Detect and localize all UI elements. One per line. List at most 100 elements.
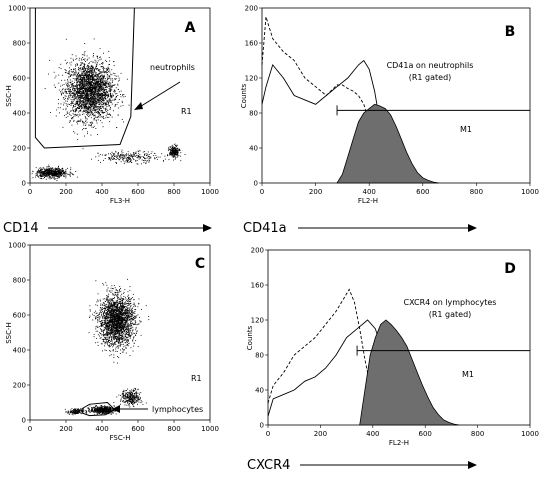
- scatter-point: [106, 299, 108, 301]
- scatter-point: [96, 78, 98, 79]
- scatter-point: [45, 171, 47, 173]
- scatter-point: [108, 332, 110, 334]
- scatter-point: [88, 110, 90, 112]
- scatter-point: [168, 146, 170, 148]
- scatter-point: [47, 174, 49, 176]
- scatter-point: [95, 116, 97, 118]
- scatter-point: [85, 95, 87, 97]
- scatter-point: [99, 95, 100, 96]
- scatter-point: [102, 318, 104, 320]
- scatter-point: [95, 88, 96, 90]
- scatter-point: [108, 298, 110, 300]
- scatter-point: [121, 154, 123, 156]
- scatter-point: [76, 100, 77, 102]
- scatter-point: [135, 309, 137, 310]
- scatter-point: [45, 170, 46, 172]
- scatter-point: [101, 101, 103, 102]
- scatter-point: [93, 70, 95, 72]
- scatter-point: [128, 301, 130, 303]
- scatter-point: [88, 82, 89, 84]
- scatter-point: [87, 75, 89, 77]
- scatter-point: [91, 88, 93, 90]
- scatter-point: [54, 86, 56, 88]
- scatter-point: [64, 69, 66, 70]
- scatter-point: [96, 96, 97, 98]
- scatter-point: [89, 75, 91, 77]
- scatter-point: [84, 64, 86, 65]
- scatter-point: [120, 105, 122, 107]
- scatter-point: [84, 85, 86, 87]
- scatter-point: [113, 110, 114, 112]
- scatter-point: [85, 117, 87, 118]
- scatter-point: [90, 122, 92, 124]
- scatter-point: [107, 300, 109, 302]
- scatter-point: [101, 110, 103, 111]
- scatter-point: [75, 103, 77, 105]
- scatter-point: [109, 98, 111, 100]
- scatter-point: [122, 94, 123, 96]
- scatter-point: [97, 82, 98, 84]
- scatter-point: [91, 76, 93, 78]
- scatter-point: [90, 81, 91, 83]
- scatter-point: [106, 296, 108, 298]
- scatter-point: [106, 333, 108, 335]
- scatter-point: [105, 107, 107, 109]
- scatter-point: [89, 309, 91, 311]
- scatter-point: [56, 174, 58, 176]
- scatter-point: [137, 323, 139, 325]
- scatter-point: [81, 103, 83, 105]
- scatter-point: [55, 178, 57, 180]
- scatter-point: [102, 92, 104, 94]
- scatter-point: [94, 75, 96, 76]
- scatter-point: [93, 54, 94, 56]
- scatter-point: [135, 151, 137, 153]
- scatter-point: [98, 92, 99, 94]
- scatter-point: [97, 86, 99, 87]
- scatter-point: [56, 169, 58, 171]
- scatter-point: [117, 152, 119, 154]
- scatter-point: [84, 96, 85, 98]
- scatter-point: [99, 86, 100, 88]
- scatter-point: [103, 87, 104, 89]
- scatter-point: [105, 103, 107, 105]
- scatter-point: [122, 324, 124, 326]
- scatter-point: [120, 310, 122, 311]
- scatter-point: [127, 151, 129, 153]
- scatter-point: [114, 293, 116, 295]
- scatter-point: [72, 93, 73, 94]
- scatter-point: [73, 105, 74, 107]
- scatter-point: [109, 91, 111, 92]
- scatter-point: [126, 160, 128, 162]
- scatter-point: [120, 155, 122, 157]
- scatter-point: [65, 177, 67, 179]
- scatter-point: [103, 324, 104, 325]
- scatter-point: [59, 172, 60, 173]
- scatter-point: [102, 67, 104, 69]
- scatter-point: [130, 323, 131, 325]
- scatter-point: [93, 98, 95, 99]
- scatter-point: [95, 78, 96, 80]
- scatter-point: [82, 121, 84, 123]
- scatter-point: [141, 163, 142, 165]
- scatter-point: [116, 96, 117, 98]
- scatter-point: [151, 151, 153, 153]
- scatter-point: [79, 88, 81, 89]
- scatter-point: [83, 54, 85, 56]
- scatter-point: [135, 153, 136, 154]
- scatter-point: [90, 106, 92, 108]
- scatter-point: [91, 99, 93, 101]
- scatter-point: [61, 84, 63, 86]
- scatter-point: [122, 303, 124, 305]
- scatter-point: [106, 69, 108, 70]
- scatter-point: [85, 110, 87, 112]
- scatter-point: [104, 80, 105, 82]
- scatter-point: [97, 75, 98, 77]
- scatter-point: [82, 70, 84, 72]
- scatter-point: [80, 105, 82, 107]
- scatter-point: [131, 155, 132, 157]
- scatter-point: [90, 108, 92, 109]
- scatter-point: [176, 155, 178, 156]
- scatter-point: [111, 310, 113, 311]
- scatter-point: [111, 151, 113, 153]
- scatter-point: [149, 156, 150, 158]
